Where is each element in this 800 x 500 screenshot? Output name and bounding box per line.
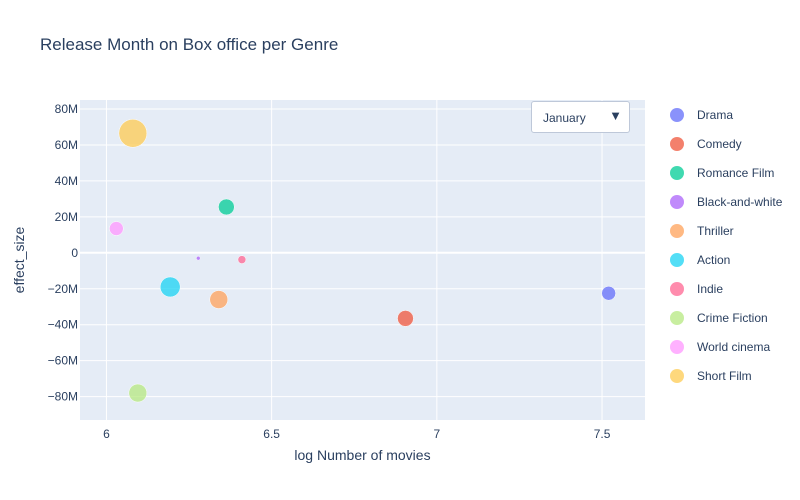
- legend-label: Short Film: [697, 369, 752, 383]
- grid: [80, 100, 645, 420]
- x-tick-label: 7: [433, 427, 440, 441]
- legend-marker: [670, 340, 684, 354]
- marker-short-film[interactable]: [118, 119, 148, 148]
- y-tick-label: 40M: [55, 174, 78, 188]
- chart-title: Release Month on Box office per Genre: [40, 35, 338, 54]
- marker-drama[interactable]: [601, 286, 616, 301]
- legend-marker: [670, 369, 684, 383]
- y-tick-label: 20M: [55, 210, 78, 224]
- legend-item-short-film[interactable]: Short Film: [670, 369, 752, 383]
- x-tick-label: 6: [103, 427, 110, 441]
- legend-label: Indie: [697, 282, 723, 296]
- legend-marker: [670, 224, 684, 238]
- y-tick-label: −60M: [48, 354, 78, 368]
- legend-label: Romance Film: [697, 166, 774, 180]
- legend[interactable]: Drama Comedy Romance Film Black-and-white Th…: [670, 108, 783, 383]
- legend-label: Drama: [697, 108, 733, 122]
- marker-comedy[interactable]: [397, 310, 414, 327]
- y-tick-label: 60M: [55, 138, 78, 152]
- x-tick-labels: 6 6.5 7 7.5: [103, 427, 611, 441]
- legend-item-drama[interactable]: Drama: [670, 108, 733, 122]
- legend-label: World cinema: [697, 340, 770, 354]
- y-tick-labels: 80M 60M 40M 20M 0 −20M −40M −60M −80M: [48, 102, 79, 404]
- legend-label: Comedy: [697, 137, 742, 151]
- legend-label: Thriller: [697, 224, 734, 238]
- legend-item-comedy[interactable]: Comedy: [670, 137, 742, 151]
- legend-item-black-and-white[interactable]: Black-and-white: [670, 195, 783, 209]
- legend-marker: [670, 282, 684, 296]
- legend-label: Black-and-white: [697, 195, 783, 209]
- triangle-down-icon: ▼: [609, 108, 622, 123]
- x-axis-title: log Number of movies: [294, 447, 430, 463]
- y-tick-label: −40M: [48, 318, 78, 332]
- legend-item-action[interactable]: Action: [670, 253, 730, 267]
- legend-marker: [670, 195, 684, 209]
- dropdown-selected-label: January: [543, 111, 586, 125]
- x-tick-label: 6.5: [263, 427, 280, 441]
- legend-marker: [670, 137, 684, 151]
- legend-label: Action: [697, 253, 730, 267]
- month-dropdown[interactable]: January ▼: [531, 101, 630, 133]
- legend-item-romance-film[interactable]: Romance Film: [670, 166, 774, 180]
- marker-thriller[interactable]: [209, 290, 229, 309]
- y-tick-label: 0: [71, 246, 78, 260]
- legend-item-crime-fiction[interactable]: Crime Fiction: [670, 311, 768, 325]
- y-axis-title: effect_size: [11, 226, 27, 293]
- marker-action[interactable]: [159, 276, 181, 298]
- y-tick-label: −80M: [48, 390, 78, 404]
- marker-black-and-white[interactable]: [196, 255, 201, 261]
- legend-item-indie[interactable]: Indie: [670, 282, 723, 296]
- marker-indie[interactable]: [237, 255, 247, 264]
- legend-marker: [670, 108, 684, 122]
- marker-romance-film[interactable]: [218, 198, 235, 216]
- legend-marker: [670, 166, 684, 180]
- markers[interactable]: [109, 119, 616, 403]
- legend-label: Crime Fiction: [697, 311, 768, 325]
- legend-item-thriller[interactable]: Thriller: [670, 224, 734, 238]
- y-tick-label: −20M: [48, 282, 78, 296]
- legend-marker: [670, 253, 684, 267]
- marker-world-cinema[interactable]: [109, 221, 124, 236]
- y-tick-label: 80M: [55, 102, 78, 116]
- x-tick-label: 7.5: [594, 427, 611, 441]
- plot-area: [80, 100, 645, 420]
- legend-item-world-cinema[interactable]: World cinema: [670, 340, 770, 354]
- legend-marker: [670, 311, 684, 325]
- marker-crime-fiction[interactable]: [128, 383, 148, 403]
